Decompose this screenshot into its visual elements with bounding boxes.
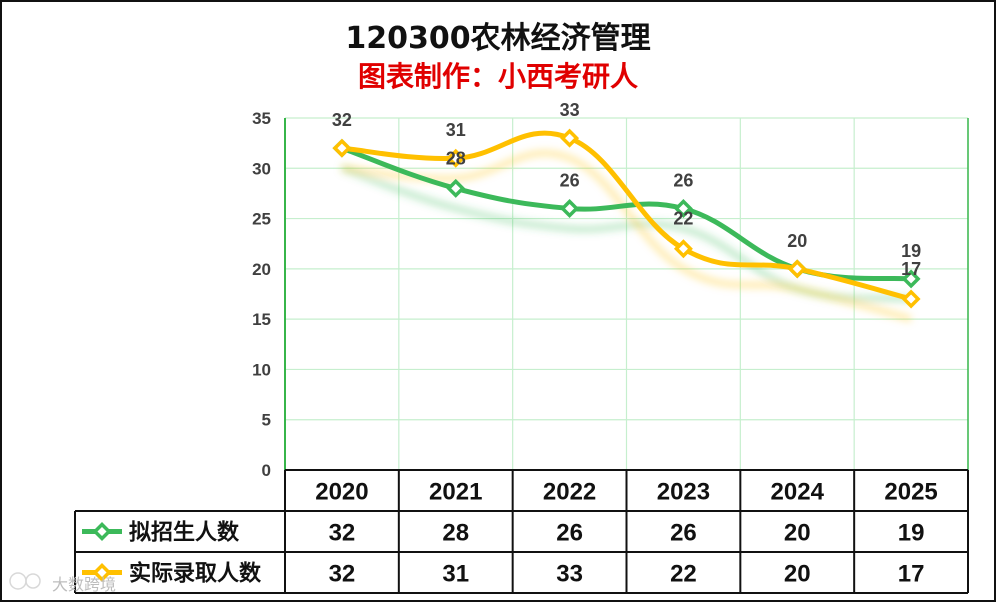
table-cell: 22	[670, 561, 697, 588]
data-label-1-2023: 26	[673, 171, 693, 191]
series-markers	[332, 128, 921, 309]
series-name-2: 实际录取人数	[129, 561, 262, 587]
data-point-1-2021	[446, 178, 466, 198]
y-tick-label: 10	[252, 360, 271, 379]
table-cell: 20	[784, 561, 811, 588]
chart-subtitle: 图表制作：小西考研人	[358, 60, 638, 93]
y-tick-label: 20	[252, 260, 271, 279]
x-category-label: 2022	[543, 479, 596, 506]
x-category-label: 2024	[771, 479, 825, 506]
chart-title: 120300农林经济管理	[345, 21, 650, 56]
grid	[285, 117, 969, 470]
x-category-label: 2020	[315, 479, 368, 506]
data-label-2-2023: 22	[673, 209, 693, 229]
table-cell: 31	[442, 561, 469, 588]
data-point-2-2023	[673, 239, 693, 259]
table-cell: 32	[329, 561, 356, 588]
data-point-2-2021	[446, 148, 466, 168]
watermark-logo-icon	[9, 572, 41, 590]
data-point-2-2020	[332, 138, 352, 158]
table-cell: 19	[898, 520, 925, 547]
data-point-1-2025	[901, 269, 921, 289]
data-label-1-2025: 19	[901, 241, 921, 261]
data-label-2-2022: 33	[560, 100, 580, 120]
legend-diamond-icon	[92, 563, 112, 582]
series-shadows	[340, 150, 912, 322]
data-point-2-2025	[901, 289, 921, 309]
data-labels: 32 28 26 26 20 19 31 33 22 17	[332, 100, 921, 279]
table-cell: 26	[556, 520, 583, 547]
x-category-label: 2025	[884, 479, 937, 506]
table-cell: 20	[784, 520, 811, 547]
data-label-1-2020: 32	[332, 110, 352, 130]
y-tick-label: 30	[252, 159, 271, 178]
data-point-1-2022	[560, 199, 580, 218]
y-tick-label: 15	[252, 310, 271, 329]
data-label-2-2025: 17	[901, 259, 921, 279]
data-label-1-2024: 20	[787, 231, 807, 251]
x-category-label: 2023	[657, 479, 710, 506]
data-point-1-2023	[673, 199, 693, 218]
table-cell: 26	[670, 520, 697, 547]
data-label-2-2021: 31	[446, 120, 466, 140]
table-cell: 17	[898, 561, 925, 588]
table-cell: 28	[442, 520, 469, 547]
data-label-1-2021: 28	[446, 148, 466, 168]
y-tick-label: 25	[252, 210, 271, 229]
table-cell: 32	[329, 520, 356, 547]
y-axis: 0 5 10 15 20 25 30 35	[252, 109, 286, 480]
series-name-1: 拟招生人数	[129, 520, 240, 546]
data-point-2-2024	[787, 259, 807, 279]
y-tick-label: 35	[252, 109, 271, 128]
series-shadow-2	[341, 150, 912, 322]
data-point-2-2022	[560, 128, 580, 148]
legend-diamond-icon	[92, 522, 112, 541]
data-label-1-2022: 26	[560, 171, 580, 191]
y-tick-label: 5	[262, 411, 271, 430]
table-cell: 33	[556, 561, 583, 588]
watermark-text: 大数跨境	[52, 575, 116, 594]
x-category-label: 2021	[429, 479, 482, 506]
y-tick-label: 0	[262, 461, 271, 480]
